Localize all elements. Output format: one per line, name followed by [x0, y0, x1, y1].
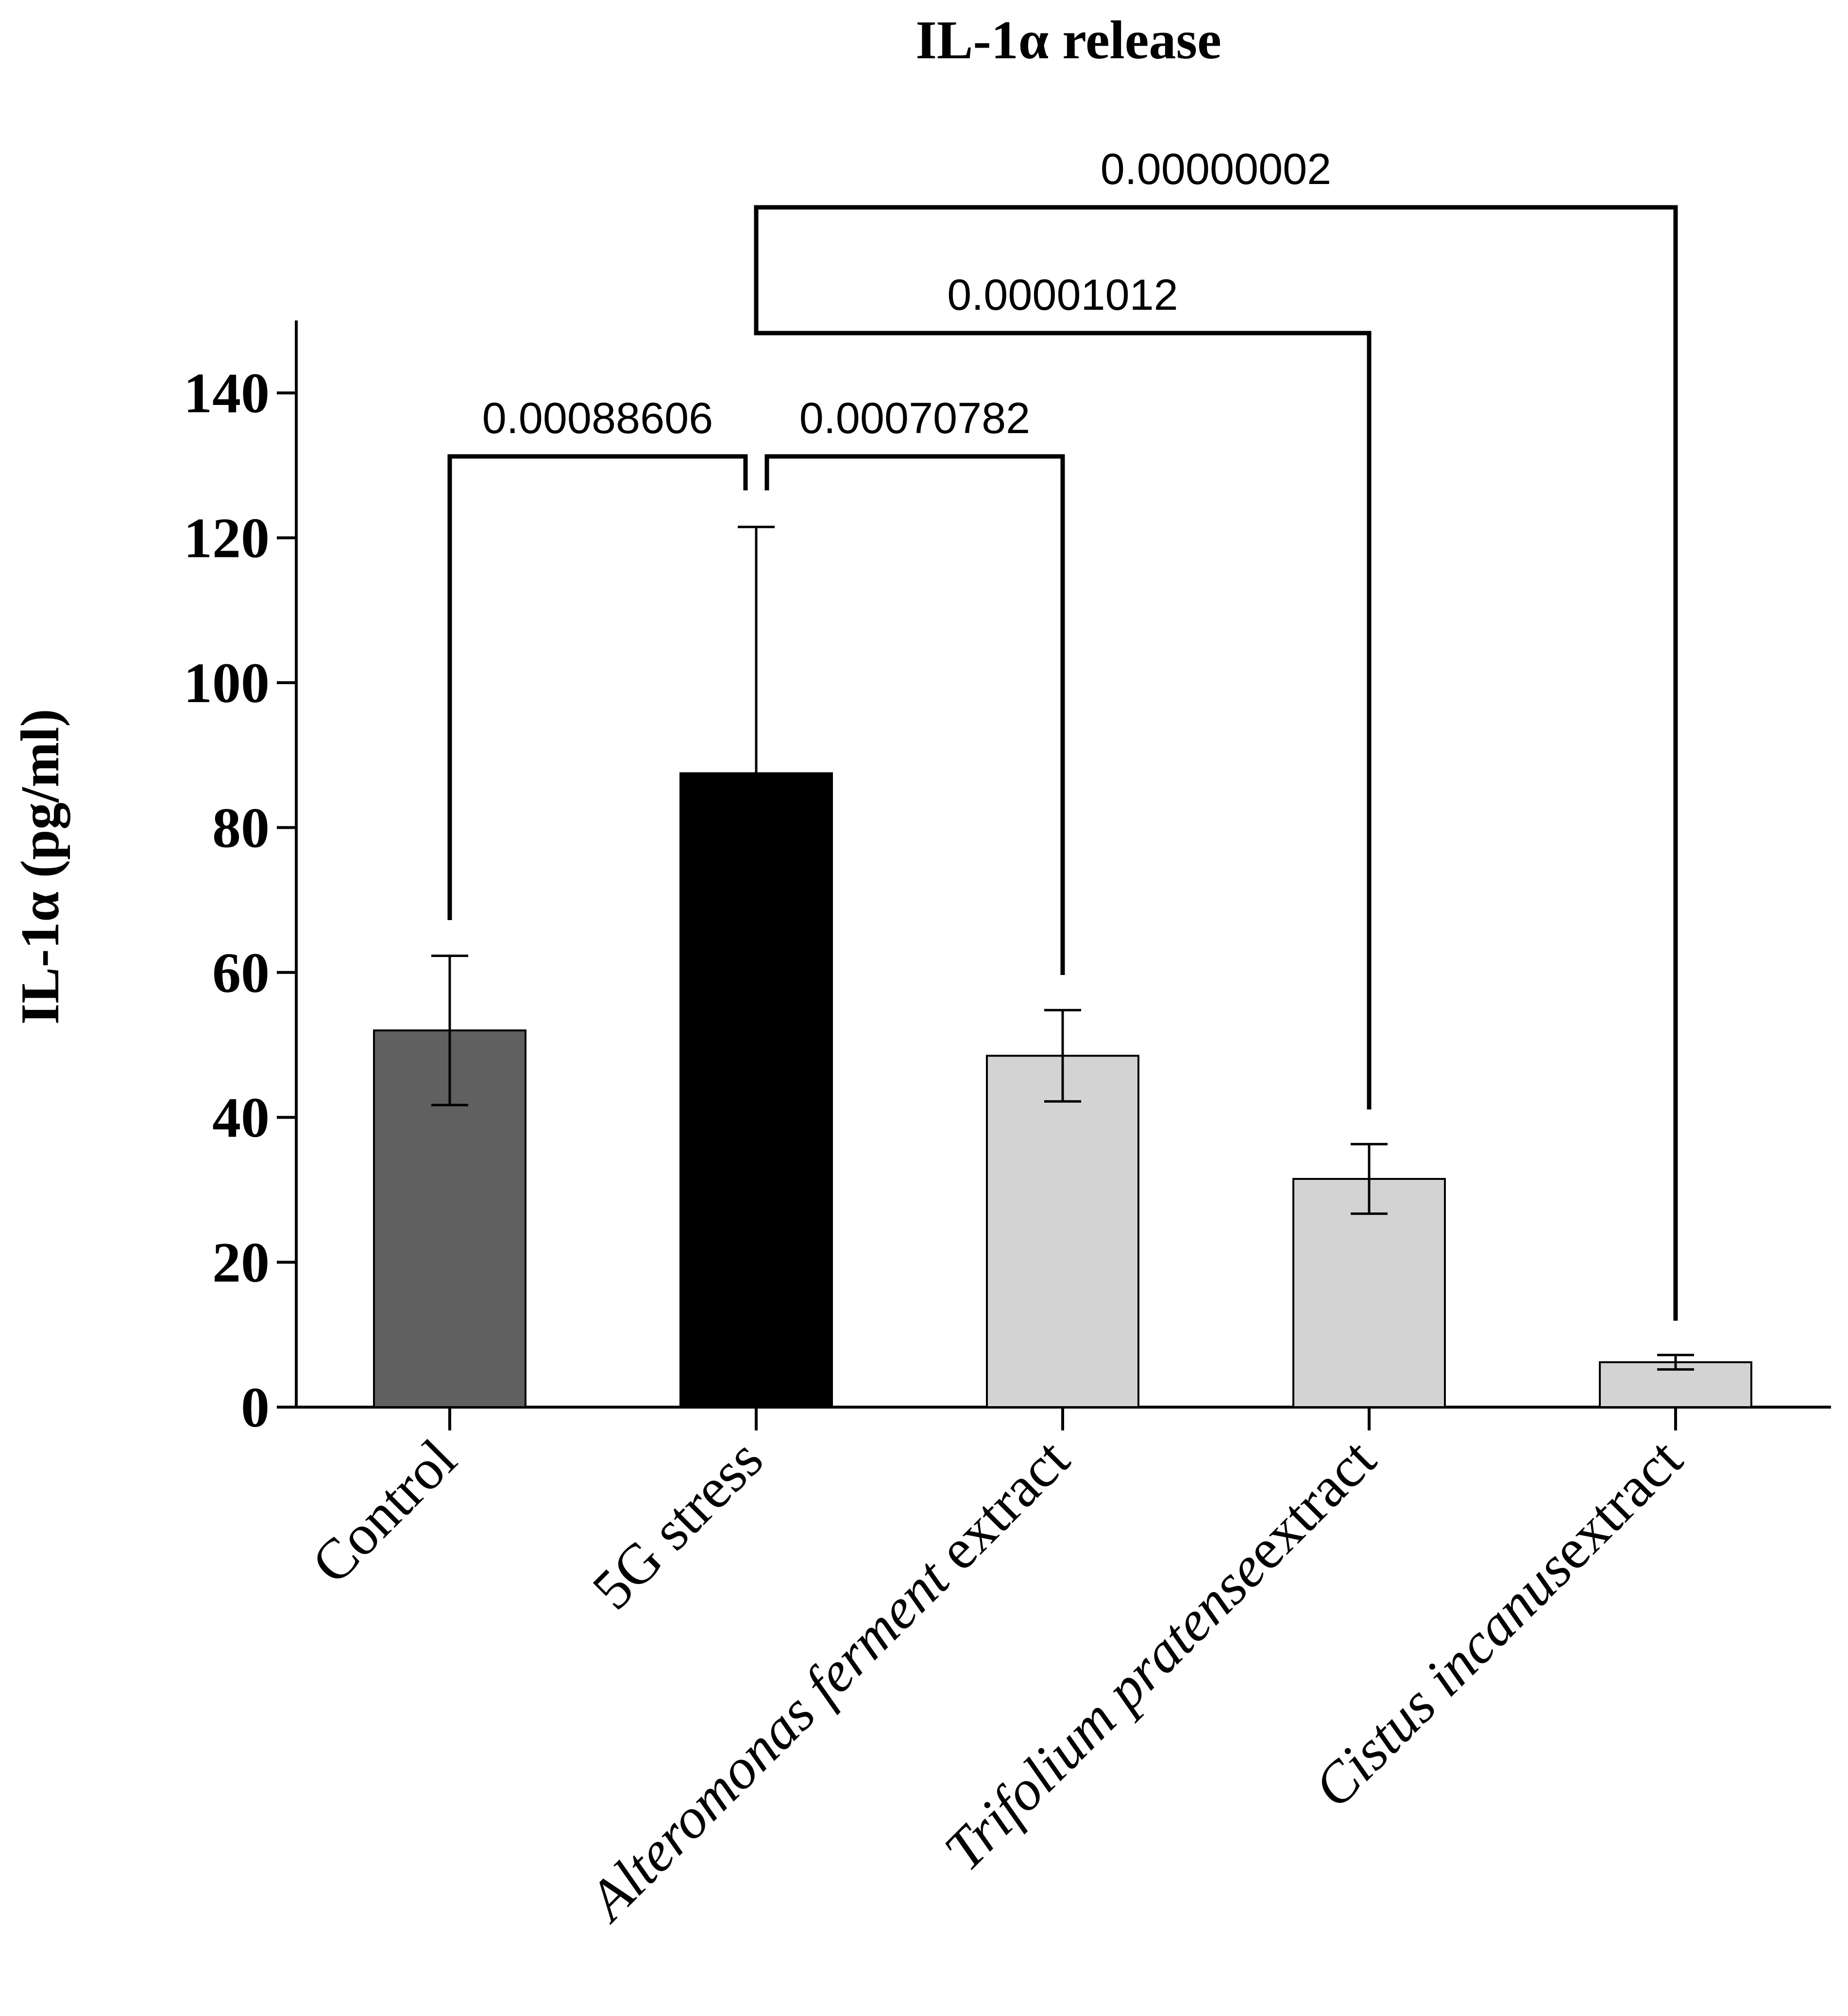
significance-bracket: [764, 454, 1065, 975]
x-tick-label-part: Cistus incanus: [1302, 1537, 1584, 1820]
significance-bracket: [754, 205, 1678, 1321]
y-tick-label: 20: [212, 1231, 270, 1294]
significance-bracket: [447, 454, 748, 920]
p-value-label: 0.00088606: [482, 394, 713, 443]
chart-title: IL-1α release: [916, 10, 1221, 70]
y-tick-label: 40: [212, 1086, 270, 1149]
error-bars: [431, 525, 1694, 1371]
y-tick-label: 80: [212, 796, 270, 859]
y-tick-label: 0: [241, 1376, 270, 1439]
x-tick-label: Alteromonas ferment extract: [574, 1427, 1082, 1934]
x-tick-label-part: extract: [1539, 1427, 1695, 1582]
y-tick-label: 60: [212, 941, 270, 1005]
y-axis: 0 20 40 60 80 100 120 140: [184, 320, 298, 1439]
significance-bracket: [754, 298, 1372, 1109]
p-value-label: 0.00000002: [1101, 145, 1332, 194]
x-tick-label-part: Control: [300, 1427, 469, 1596]
y-tick-label: 120: [184, 506, 270, 570]
p-value-label: 0.00001012: [947, 271, 1178, 319]
p-value-label: 0.00070782: [799, 394, 1031, 443]
bar: [986, 1055, 1139, 1408]
x-tick-label-part: extract: [1233, 1427, 1388, 1582]
x-axis: [296, 1406, 1831, 1430]
y-axis-label: IL-1α (pg/ml): [10, 709, 70, 1025]
x-tick-label: 5G stress: [580, 1427, 775, 1622]
bars: [373, 772, 1752, 1409]
x-tick-label-part: 5G stress: [580, 1427, 775, 1622]
y-tick-label: 140: [184, 361, 270, 425]
x-tick-label-part: Trifolium pratense: [932, 1537, 1278, 1883]
x-tick-label: Control: [300, 1427, 469, 1596]
x-tick-label-part: extract: [916, 1427, 1082, 1593]
significance-brackets: 0.00088606 0.00070782 0.00001012 0.00000002: [447, 145, 1678, 1321]
y-tick-label: 100: [184, 651, 270, 715]
bar: [1292, 1178, 1446, 1409]
